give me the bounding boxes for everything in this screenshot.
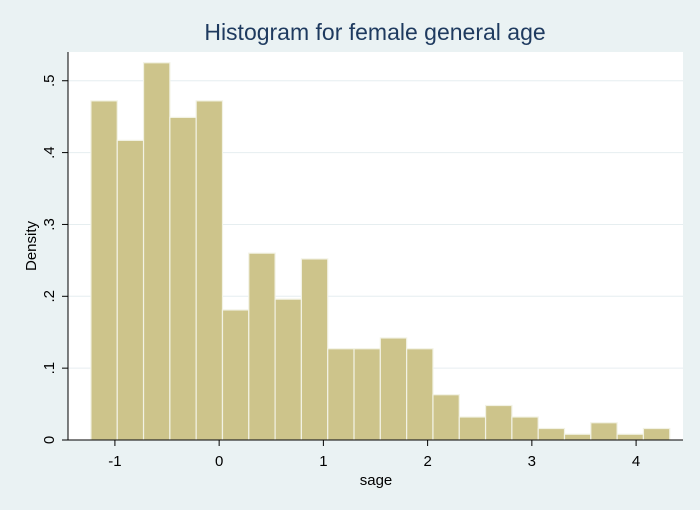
histogram-bar-8 [300, 258, 329, 441]
y-tick-label-2: .2 [41, 290, 58, 303]
x-tick-label-3: 2 [423, 453, 431, 470]
histogram-bar-16 [511, 416, 539, 441]
chart-title: Histogram for female general age [204, 19, 545, 45]
histogram-bar-10 [353, 348, 381, 441]
histogram-bar-3 [169, 116, 197, 441]
y-tick-label-4: .4 [41, 146, 58, 159]
y-tick-label-5: .5 [41, 74, 58, 87]
histogram-bar-12 [406, 348, 434, 441]
histogram-bars [90, 62, 671, 441]
histogram-bar-9 [327, 348, 355, 441]
histogram-bar-0 [90, 100, 118, 441]
x-tick-label-5: 4 [632, 453, 640, 470]
histogram-bar-18 [563, 433, 592, 441]
axis-ticks: -1 0 1 2 3 4 0 .1 .2 .3 .4 .5 [41, 74, 640, 470]
histogram-bar-15 [484, 404, 513, 441]
y-tick-label-0: 0 [41, 436, 58, 444]
histogram-bar-19 [590, 422, 618, 441]
histogram-bar-5 [221, 309, 250, 441]
histogram-bar-17 [537, 427, 566, 441]
x-axis-label: sage [360, 472, 393, 489]
y-axis-label: Density [23, 220, 40, 271]
x-tick-label-0: -1 [108, 453, 121, 470]
x-tick-label-1: 0 [215, 453, 223, 470]
histogram-bar-2 [142, 62, 171, 441]
x-tick-label-2: 1 [319, 453, 327, 470]
x-tick-label-4: 3 [528, 453, 536, 470]
histogram-bar-14 [458, 416, 487, 441]
histogram-bar-21 [642, 427, 671, 441]
histogram-bar-6 [248, 252, 276, 441]
y-tick-label-3: .3 [41, 218, 58, 231]
histogram-bar-4 [195, 100, 224, 441]
histogram-bar-11 [379, 337, 408, 441]
histogram-bar-7 [274, 298, 303, 441]
histogram-bar-20 [616, 433, 645, 441]
histogram-bar-1 [116, 139, 145, 441]
histogram-bar-13 [432, 394, 460, 441]
y-tick-label-1: .1 [41, 362, 58, 375]
